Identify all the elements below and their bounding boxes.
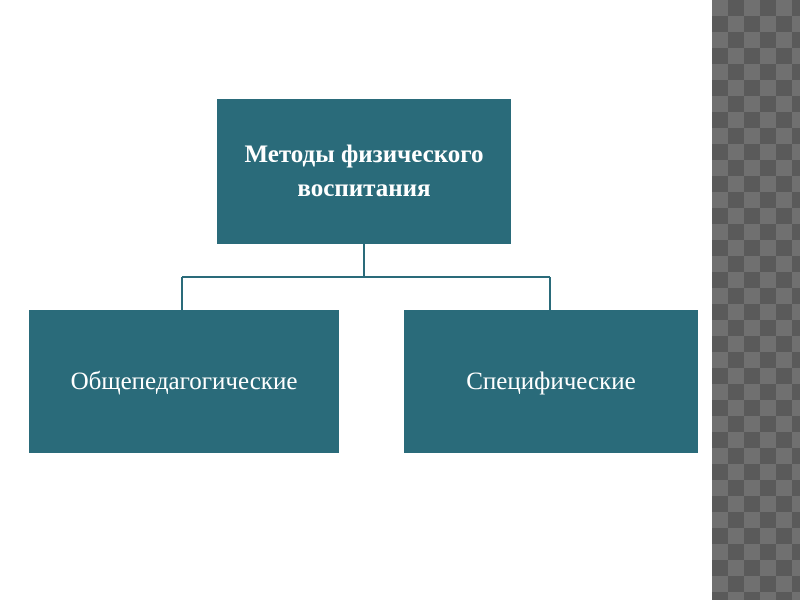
side-pattern-panel — [712, 0, 800, 600]
left-child-node: Общепедагогические — [29, 310, 339, 453]
root-node: Методы физического воспитания — [217, 99, 511, 244]
connector-drop-left — [181, 277, 183, 310]
connector-stem — [363, 244, 365, 277]
right-child-label: Специфические — [466, 365, 636, 399]
left-child-label: Общепедагогические — [71, 365, 298, 399]
connector-drop-right — [549, 277, 551, 310]
slide-background — [0, 0, 712, 600]
connector-horizontal-bar — [182, 276, 550, 278]
right-child-node: Специфические — [404, 310, 698, 453]
root-node-label: Методы физического воспитания — [223, 138, 505, 206]
